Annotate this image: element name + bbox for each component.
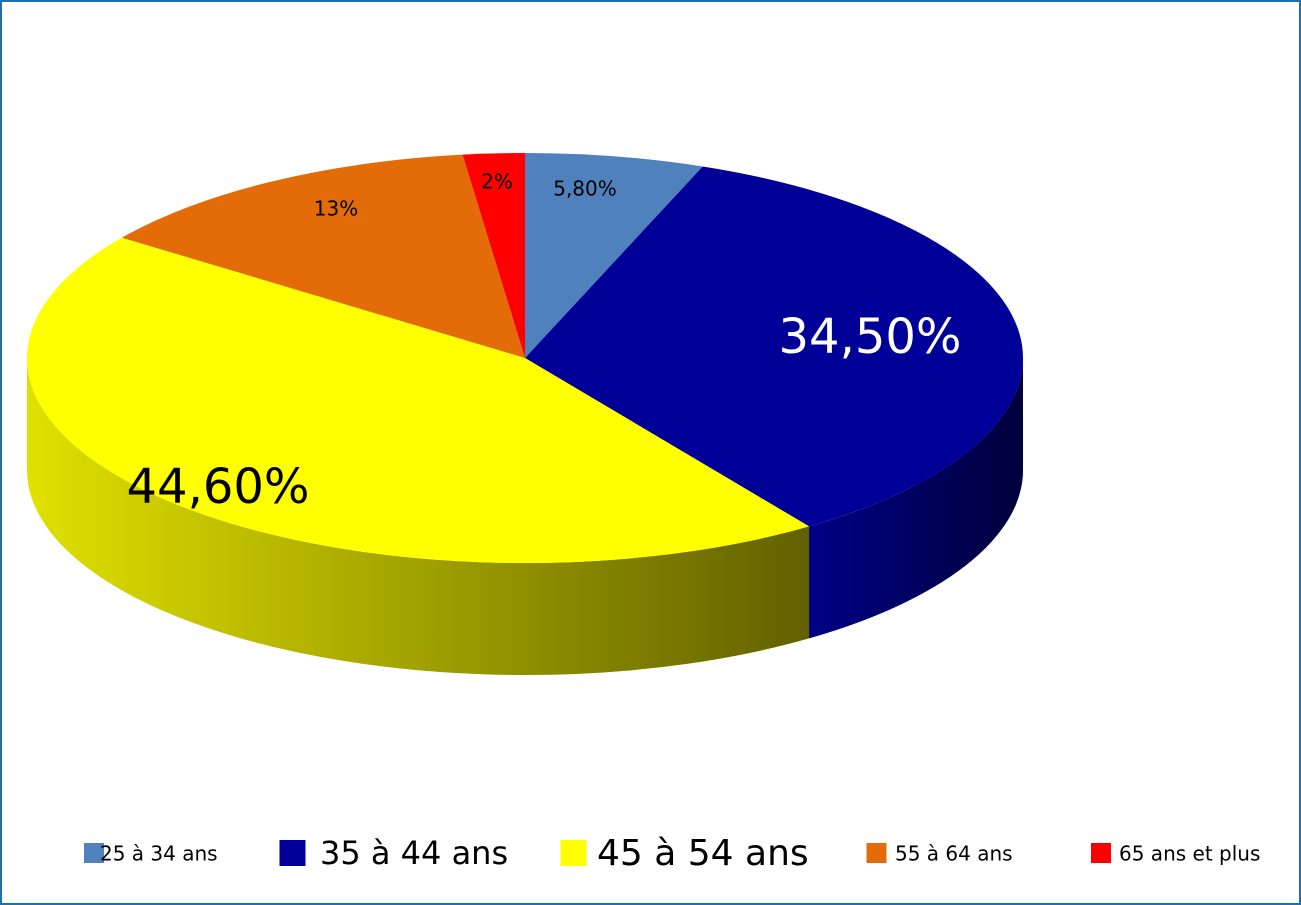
slice (462, 153, 525, 358)
legend-label: 35 à 44 ans (320, 834, 508, 872)
legend-swatch (279, 840, 306, 866)
data-label: 13% (314, 197, 358, 221)
legend-label: 55 à 64 ans (895, 842, 1013, 866)
slice-side-shade (27, 358, 810, 675)
slice (525, 166, 1023, 527)
data-label: 5,80% (553, 177, 617, 201)
legend-swatch (866, 843, 887, 863)
legend-label: 45 à 54 ans (597, 833, 809, 874)
slice (26, 237, 810, 564)
slice (121, 154, 525, 358)
slice-side-shade (809, 358, 1023, 639)
data-label: 2% (481, 170, 513, 194)
slice (525, 153, 703, 358)
legend-swatch (560, 840, 587, 866)
legend-label: 25 à 34 ans (100, 842, 218, 866)
legend-label: 65 ans et plus (1119, 842, 1260, 866)
data-label: 34,50% (778, 309, 961, 365)
data-label: 44,60% (126, 459, 309, 515)
legend-swatch (84, 843, 104, 863)
legend-swatch (1091, 843, 1111, 863)
